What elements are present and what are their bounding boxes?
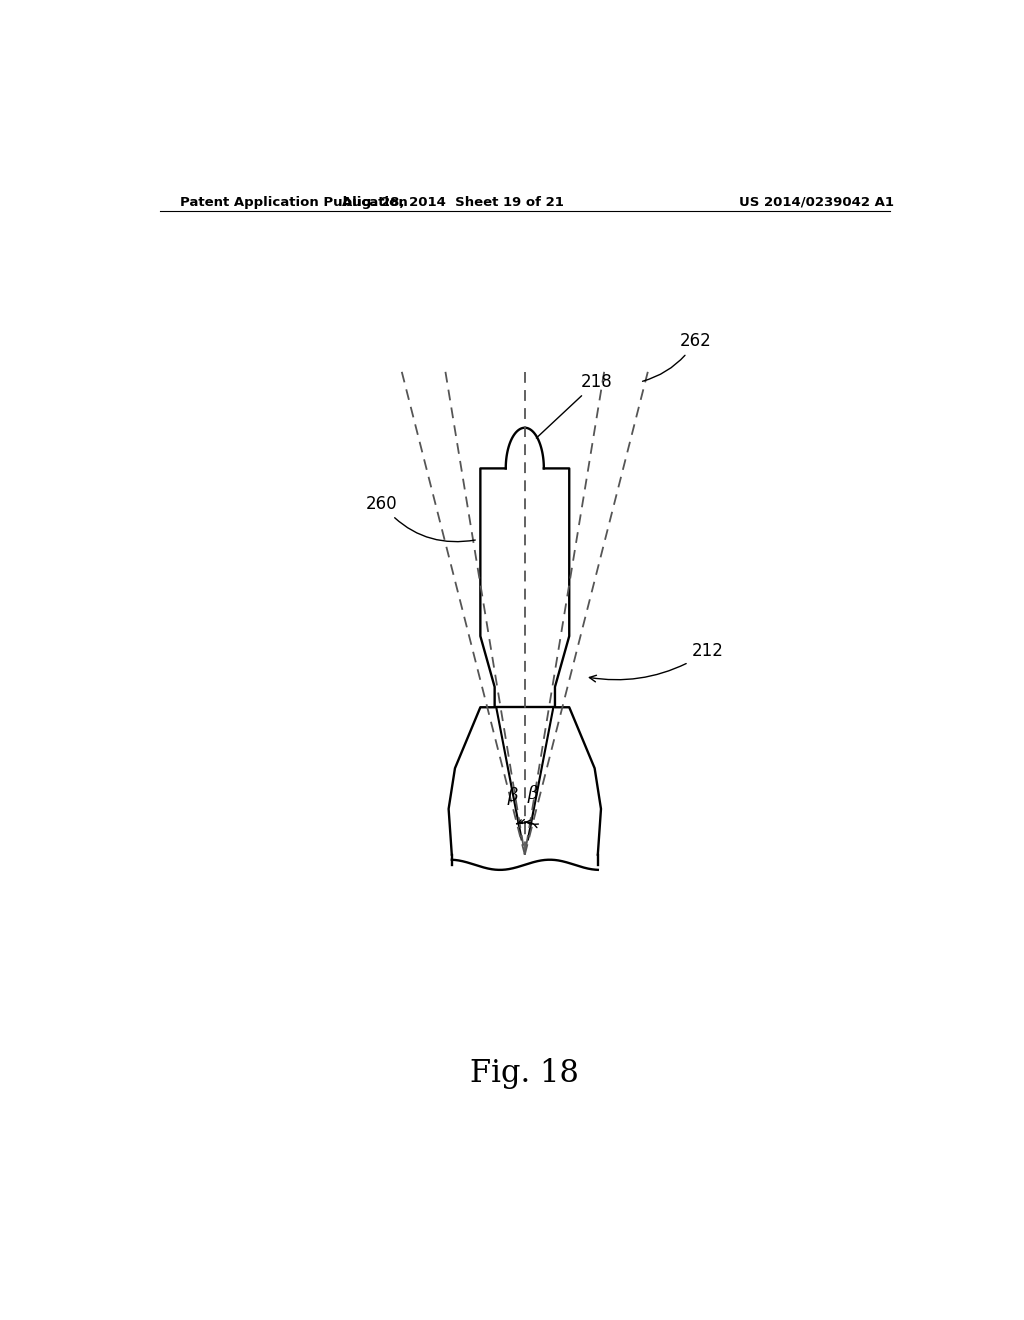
Text: 218: 218 (537, 374, 612, 438)
Text: Fig. 18: Fig. 18 (470, 1057, 580, 1089)
Text: US 2014/0239042 A1: US 2014/0239042 A1 (739, 195, 894, 209)
Text: β: β (507, 787, 518, 805)
Text: 260: 260 (367, 495, 475, 541)
Text: Aug. 28, 2014  Sheet 19 of 21: Aug. 28, 2014 Sheet 19 of 21 (342, 195, 564, 209)
Text: 212: 212 (590, 643, 723, 682)
Text: 262: 262 (642, 333, 712, 381)
Text: Patent Application Publication: Patent Application Publication (179, 195, 408, 209)
Text: β: β (527, 785, 538, 804)
